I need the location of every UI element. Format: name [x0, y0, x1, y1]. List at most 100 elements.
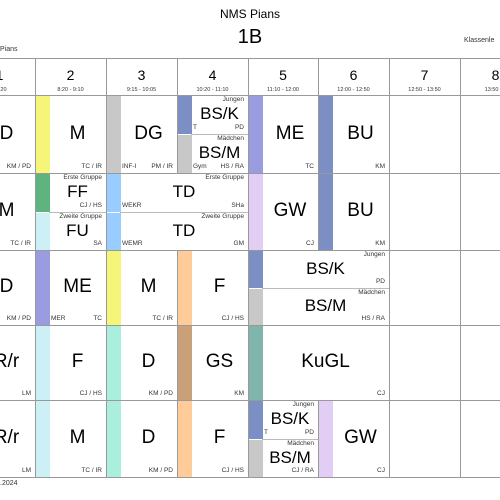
- header-line: [0, 58, 500, 59]
- row-line: [0, 325, 500, 326]
- class-name: 1B: [237, 26, 263, 48]
- column-line: [389, 58, 390, 477]
- teacher: CJ / HS: [79, 390, 102, 397]
- subject: GW: [344, 427, 377, 449]
- group-divider: [191, 134, 248, 135]
- period-number: 4: [208, 67, 217, 83]
- subject-color: [107, 401, 121, 477]
- subject: BS/M: [269, 447, 311, 467]
- teacher: CJ / HS: [221, 315, 244, 322]
- subject: M: [140, 276, 157, 298]
- row-line: [0, 95, 500, 96]
- group-label: Zweite Gruppe: [201, 212, 244, 220]
- room: T: [193, 124, 197, 131]
- subject: F: [71, 351, 84, 373]
- lesson-cell: [0, 326, 35, 400]
- column-line: [177, 58, 178, 477]
- subject: BS/M: [198, 143, 241, 163]
- subject: KuGL: [301, 351, 350, 373]
- group-label: Zweite Gruppe: [59, 212, 102, 220]
- subject-color: [249, 174, 263, 250]
- period-time: 12:50 - 13:50: [408, 87, 441, 93]
- subject-color: [178, 401, 192, 477]
- group-label: Erste Gruppe: [63, 174, 102, 181]
- subject: M: [69, 122, 86, 144]
- teacher: KM / PD: [6, 315, 31, 322]
- group-label: Erste Gruppe: [205, 174, 244, 181]
- subject: D: [141, 351, 156, 373]
- subject-color: [107, 212, 121, 250]
- subject: F: [213, 427, 226, 449]
- subject-color: [178, 96, 192, 134]
- group-label: Mädchen: [217, 135, 244, 142]
- subject: DG: [134, 122, 163, 144]
- subject: M: [69, 427, 86, 449]
- subject-color: [36, 96, 50, 173]
- subject: D: [0, 122, 14, 144]
- room: MER: [51, 315, 66, 322]
- teacher: CJ / HS: [79, 201, 102, 209]
- subject-color: [107, 326, 121, 400]
- group-label: Jungen: [292, 401, 314, 408]
- subject-color: [319, 174, 333, 250]
- group-label: Mädchen: [358, 288, 385, 296]
- group-divider: [120, 211, 248, 213]
- subject-color: [36, 212, 50, 250]
- subject-color: [107, 174, 121, 212]
- subject: FU: [66, 220, 89, 240]
- subject: R/r: [0, 427, 20, 449]
- teacher: HS / RA: [361, 315, 385, 322]
- column-line: [248, 58, 249, 477]
- subject: BU: [347, 122, 374, 144]
- subject-color: [36, 326, 50, 400]
- row-line: [0, 250, 500, 251]
- subject-color: [178, 326, 192, 400]
- subject-color: [36, 401, 50, 477]
- teacher: SHa: [231, 201, 244, 209]
- subject: FF: [67, 182, 88, 202]
- lesson-cell: [249, 326, 389, 400]
- period-time: 11:10 - 12:00: [266, 87, 299, 93]
- group-label: Jungen: [222, 96, 244, 103]
- period-time: - 8:20: [0, 87, 7, 93]
- school-title: NMS Pians: [219, 7, 281, 21]
- subject: GW: [273, 200, 307, 222]
- period-number: 7: [420, 67, 429, 83]
- subject-color: [178, 135, 192, 173]
- teacher: CJ / RA: [291, 467, 314, 474]
- group-divider: [262, 438, 318, 440]
- teacher: KM / PD: [148, 390, 173, 397]
- teacher: TC / IR: [10, 240, 31, 247]
- subject: GS: [205, 351, 234, 373]
- teacher: TC: [305, 163, 314, 170]
- subject-color: [107, 251, 121, 325]
- teacher: CJ: [377, 467, 385, 474]
- teacher: GM: [233, 240, 244, 247]
- row-line: [0, 477, 500, 478]
- subject-color: [249, 96, 263, 173]
- column-line: [35, 58, 36, 477]
- subject: BU: [347, 200, 374, 222]
- period-time: 10:20 - 11:10: [196, 87, 229, 93]
- subject: BS/M: [304, 296, 347, 316]
- period-time: 13:50 - 1: [484, 87, 500, 93]
- subject: BS/K: [200, 104, 239, 124]
- footer: .2024: [0, 480, 18, 487]
- period-number: 2: [66, 67, 75, 83]
- row-line: [0, 400, 500, 401]
- teacher: KM: [375, 240, 385, 247]
- teacher: KM / PD: [148, 467, 173, 474]
- period-number: 5: [279, 67, 287, 83]
- room: T: [264, 428, 268, 436]
- teacher: KM: [375, 163, 385, 170]
- subject: M: [0, 200, 15, 222]
- period-time: 12:00 - 12:50: [337, 87, 370, 93]
- teacher: PD: [304, 428, 314, 436]
- subject: ME: [275, 122, 305, 144]
- lesson-cell: [0, 96, 35, 173]
- header-right: Klassenle: [464, 37, 495, 44]
- subject: F: [213, 276, 226, 298]
- subject-color: [178, 251, 192, 325]
- column-line: [106, 58, 107, 477]
